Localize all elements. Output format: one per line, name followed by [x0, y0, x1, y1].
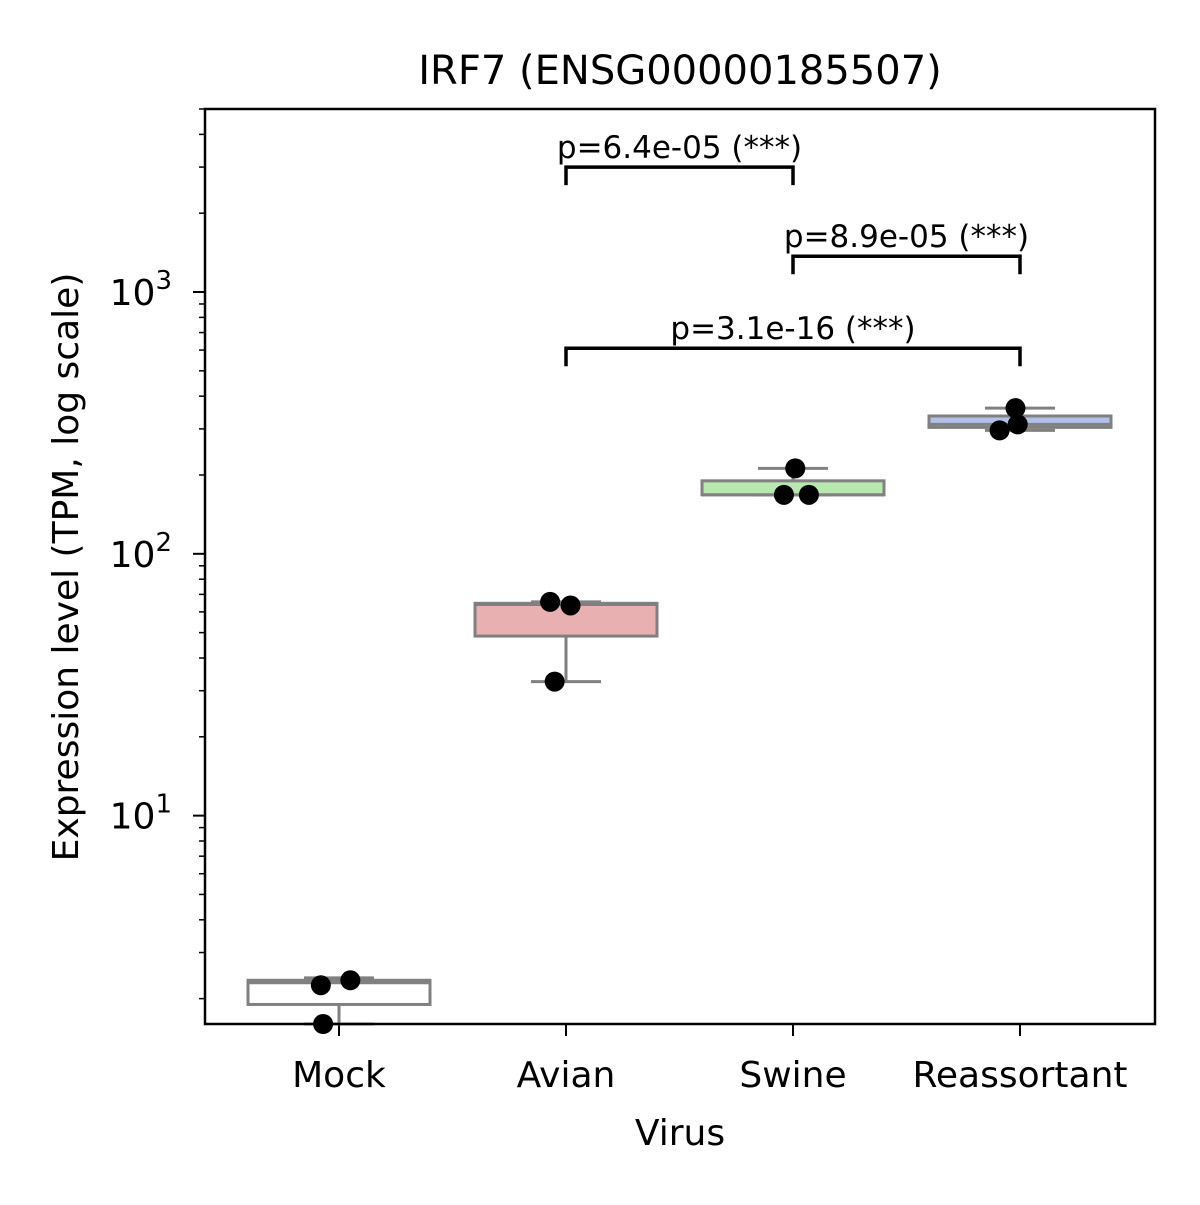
data-point — [1005, 398, 1026, 419]
significance-bracket — [564, 165, 795, 186]
axes-frame — [203, 107, 1157, 1026]
data-point — [785, 458, 806, 479]
data-point — [540, 591, 561, 612]
data-point — [989, 420, 1010, 441]
x-tick-label: Mock — [292, 1055, 386, 1096]
y-tick-label: 102 — [110, 528, 172, 576]
data-point — [340, 970, 361, 991]
y-tick-label: 101 — [110, 790, 172, 838]
x-tick-label: Avian — [517, 1055, 616, 1096]
data-point — [798, 484, 819, 505]
data-point — [544, 671, 565, 692]
significance-label: p=6.4e-05 (***) — [557, 130, 802, 166]
data-point — [560, 595, 581, 616]
significance-label: p=3.1e-16 (***) — [670, 311, 915, 347]
data-point — [1007, 414, 1028, 435]
significance-bracket — [564, 346, 1022, 367]
x-tick-label: Reassortant — [912, 1055, 1127, 1096]
plot-area: 101 102 103 Mock Avian Swine Reassortant p=6.4e… — [110, 108, 1128, 1096]
box — [246, 978, 432, 1006]
y-tick-label: 103 — [110, 266, 172, 314]
chart-title: IRF7 (ENSG00000185507) — [418, 48, 942, 94]
x-axis-label: Virus — [635, 1113, 725, 1154]
y-axis-label: Expression level (TPM, log scale) — [46, 273, 87, 862]
significance-label: p=8.9e-05 (***) — [784, 219, 1029, 255]
data-point — [773, 484, 794, 505]
data-point — [310, 975, 331, 996]
significance-bracket — [791, 254, 1022, 275]
x-tick-label: Swine — [739, 1055, 846, 1096]
